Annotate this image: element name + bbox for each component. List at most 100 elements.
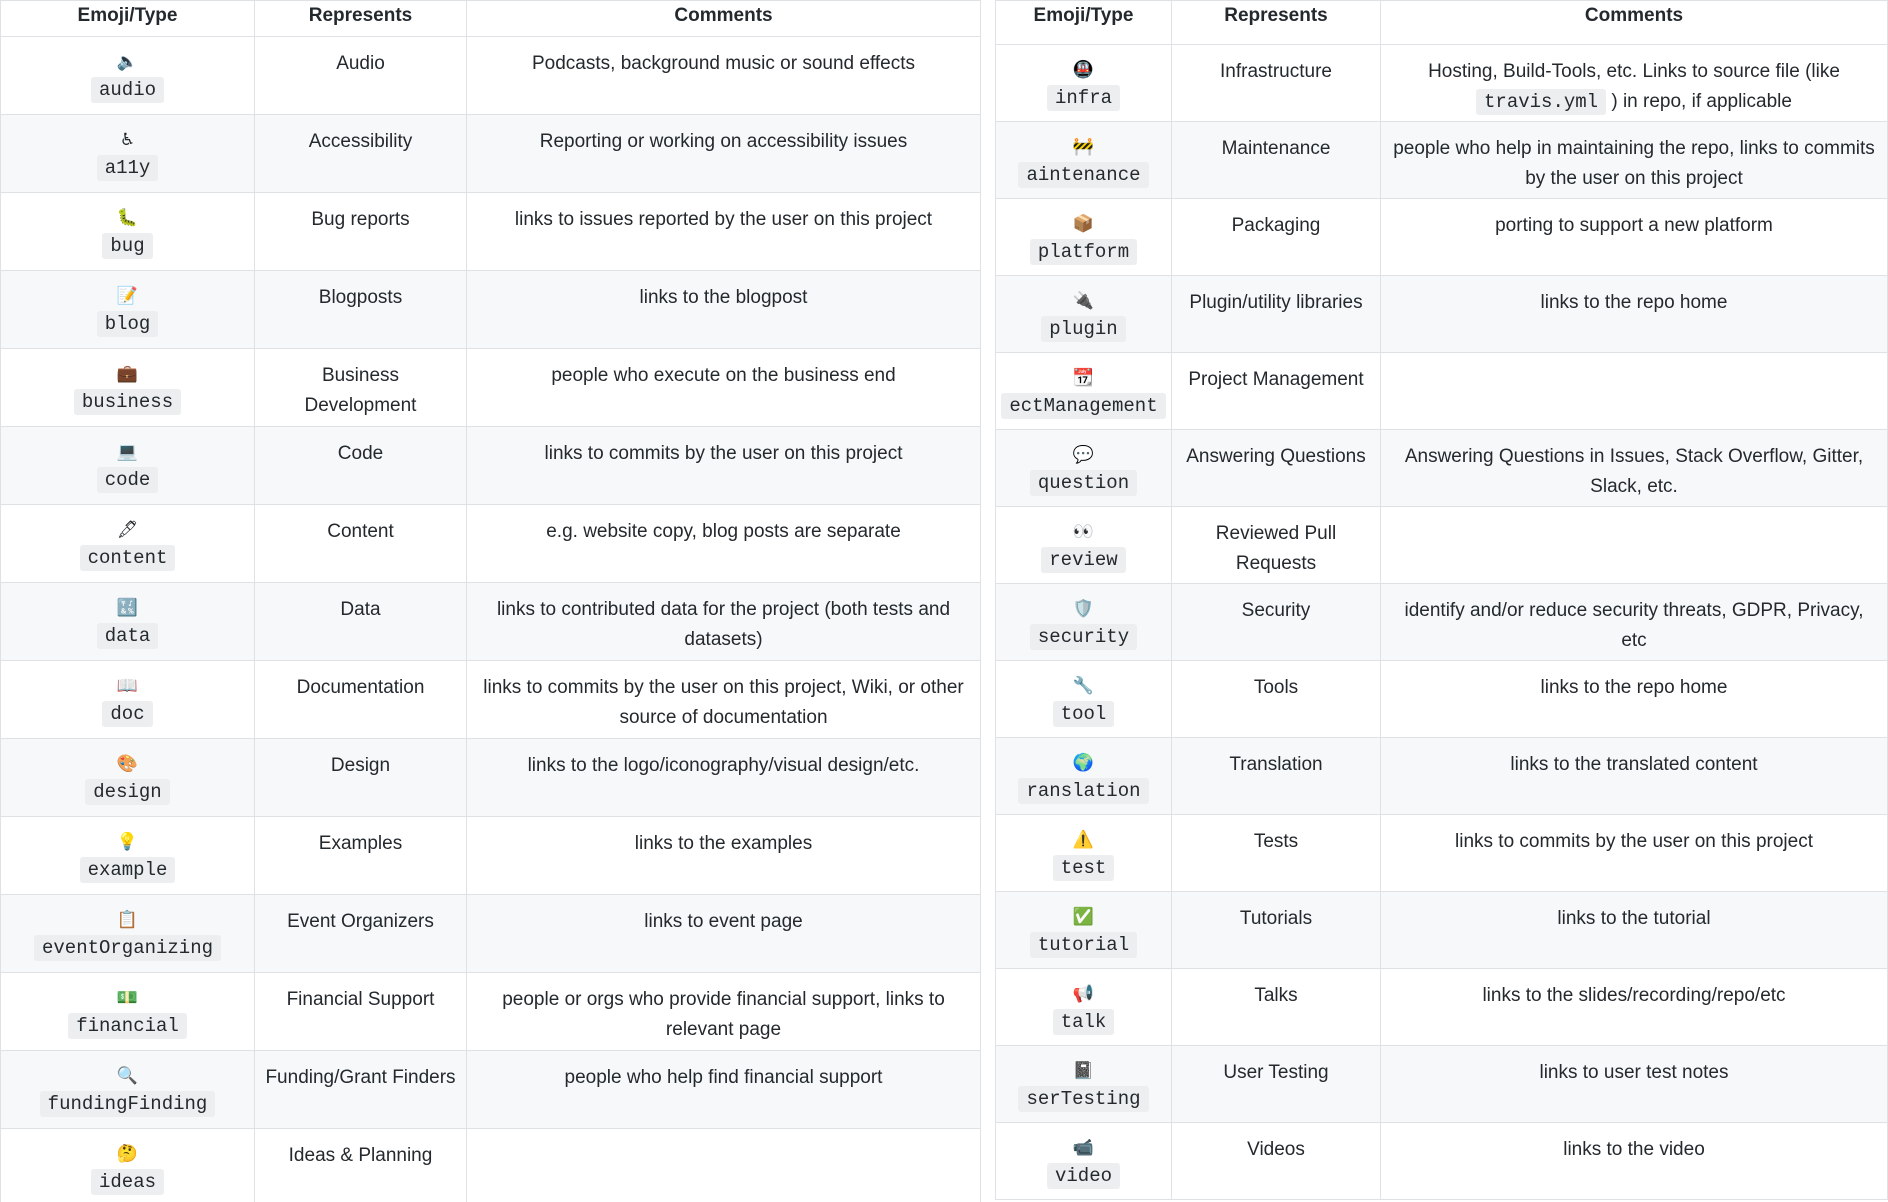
type-code: ectManagement <box>1001 393 1166 419</box>
table-row: 💡 example Examples links to the examples <box>0 816 981 895</box>
type-code: audio <box>90 77 164 103</box>
type-cell: 📹 video <box>995 1122 1172 1200</box>
comments-cell: links to issues reported by the user on … <box>466 192 981 271</box>
comments-cell: links to the slides/recording/repo/etc <box>1380 968 1888 1046</box>
type-code: fundingFinding <box>39 1091 216 1117</box>
type-cell: 🐛 bug <box>0 192 255 271</box>
emoji: ⚠️ <box>1072 830 1095 849</box>
column-header: Represents <box>254 0 467 37</box>
table-row: 📓 serTesting User Testing links to user tes… <box>995 1045 1888 1123</box>
comments-cell: links to the repo home <box>1380 660 1888 738</box>
left-table-wrap: Emoji/Type Represents Comments 🔈 audio Audio P… <box>0 0 981 1202</box>
comment-text: links to commits by the user on this pro… <box>544 443 903 464</box>
type-cell: 🔣 data <box>0 582 255 661</box>
type-cell: 💼 business <box>0 348 255 427</box>
comment-text: Reporting or working on accessibility is… <box>539 131 908 152</box>
represents-cell: Security <box>1171 583 1381 661</box>
table-row: 💻 code Code links to commits by the user on… <box>0 426 981 505</box>
table-row: 🔣 data Data links to contributed data for t… <box>0 582 981 661</box>
emoji: 🔧 <box>1072 676 1095 695</box>
table-row: 💵 financial Financial Support people or org… <box>0 972 981 1051</box>
table-row: 💼 business Business Development people who … <box>0 348 981 427</box>
comments-cell: links to commits by the user on this pro… <box>1380 814 1888 892</box>
emoji: 📹 <box>1072 1138 1095 1157</box>
comment-text: e.g. website copy, blog posts are separa… <box>546 521 901 542</box>
type-cell: 📖 doc <box>0 660 255 739</box>
emoji: 👀 <box>1072 522 1095 541</box>
type-code: example <box>79 857 176 883</box>
type-cell: ♿ a11y <box>0 114 255 193</box>
represents-cell: Audio <box>254 36 467 115</box>
type-code: video <box>1046 1163 1120 1189</box>
type-code: bug <box>102 233 153 259</box>
table-row: 🚧 aintenance Maintenance people who help in… <box>995 121 1888 199</box>
column-header: Represents <box>1171 0 1381 45</box>
comment-text: links to the tutorial <box>1557 908 1711 929</box>
type-code: tool <box>1052 701 1115 727</box>
represents-cell: Examples <box>254 816 467 895</box>
table-row: ✅ tutorial Tutorials links to the tutorial <box>995 891 1888 969</box>
comments-cell: links to the blogpost <box>466 270 981 349</box>
type-cell: 👀 review <box>995 506 1172 584</box>
type-cell: 💬 question <box>995 429 1172 507</box>
comment-text: Answering Questions in Issues, Stack Ove… <box>1404 446 1864 497</box>
table-row: 🔧 tool Tools links to the repo home <box>995 660 1888 738</box>
emoji: 📓 <box>1072 1061 1095 1080</box>
type-cell: 🤔 ideas <box>0 1128 255 1202</box>
comments-cell: links to the logo/iconography/visual des… <box>466 738 981 817</box>
type-cell: ⚠️ test <box>995 814 1172 892</box>
comments-cell: people who execute on the business end <box>466 348 981 427</box>
type-code: infra <box>1046 85 1120 111</box>
emoji: 🖋 <box>116 520 139 539</box>
type-code: code <box>96 467 159 493</box>
type-cell: 📋 eventOrganizing <box>0 894 255 973</box>
type-code: talk <box>1052 1009 1115 1035</box>
header-row: Emoji/Type Represents Comments <box>0 0 981 37</box>
comment-text: people or orgs who provide financial sup… <box>502 989 945 1040</box>
represents-cell: Bug reports <box>254 192 467 271</box>
type-cell: 💻 code <box>0 426 255 505</box>
table-row: 🤔 ideas Ideas & Planning <box>0 1128 981 1202</box>
type-cell: 🌍 ranslation <box>995 737 1172 815</box>
comments-cell: people who help find financial support <box>466 1050 981 1129</box>
type-cell: 🛡️ security <box>995 583 1172 661</box>
emoji: 🚇 <box>1072 60 1095 79</box>
type-code: content <box>79 545 176 571</box>
type-code: design <box>85 779 170 805</box>
comments-cell: people who help in maintaining the repo,… <box>1380 121 1888 199</box>
emoji: 💻 <box>116 442 139 461</box>
type-cell: 🔈 audio <box>0 36 255 115</box>
emoji: 📦 <box>1072 214 1095 233</box>
type-code: question <box>1029 470 1138 496</box>
type-code: business <box>73 389 182 415</box>
comments-cell: Reporting or working on accessibility is… <box>466 114 981 193</box>
type-cell: 🔧 tool <box>995 660 1172 738</box>
type-code: aintenance <box>1018 162 1149 188</box>
type-code: security <box>1029 624 1138 650</box>
table-row: 📢 talk Talks links to the slides/recording/… <box>995 968 1888 1046</box>
represents-cell: Infrastructure <box>1171 44 1381 122</box>
comment-text: Podcasts, background music or sound effe… <box>531 53 916 74</box>
represents-cell: Answering Questions <box>1171 429 1381 507</box>
type-cell: 🚇 infra <box>995 44 1172 122</box>
type-cell: 🚧 aintenance <box>995 121 1172 199</box>
emoji: ♿ <box>119 130 136 149</box>
comments-cell: links to the examples <box>466 816 981 895</box>
table: Emoji/Type Represents Comments 🔈 audio Audio P… <box>0 0 981 1202</box>
type-cell: ✅ tutorial <box>995 891 1172 969</box>
emoji: 🛡️ <box>1072 599 1095 618</box>
type-cell: 🔌 plugin <box>995 275 1172 353</box>
emoji: ✅ <box>1072 907 1095 926</box>
comments-cell: links to the tutorial <box>1380 891 1888 969</box>
type-code: ranslation <box>1018 778 1149 804</box>
column-header: Emoji/Type <box>0 0 255 37</box>
comments-cell: links to event page <box>466 894 981 973</box>
represents-cell: User Testing <box>1171 1045 1381 1123</box>
type-cell: 🎨 design <box>0 738 255 817</box>
type-cell: 📝 blog <box>0 270 255 349</box>
table-row: 🐛 bug Bug reports links to issues reported … <box>0 192 981 271</box>
comments-cell: links to commits by the user on this pro… <box>466 660 981 739</box>
comment-text: links to commits by the user on this pro… <box>483 677 964 728</box>
comment-text: links to the logo/iconography/visual des… <box>527 755 920 776</box>
table-row: 🌍 ranslation Translation links to the trans… <box>995 737 1888 815</box>
